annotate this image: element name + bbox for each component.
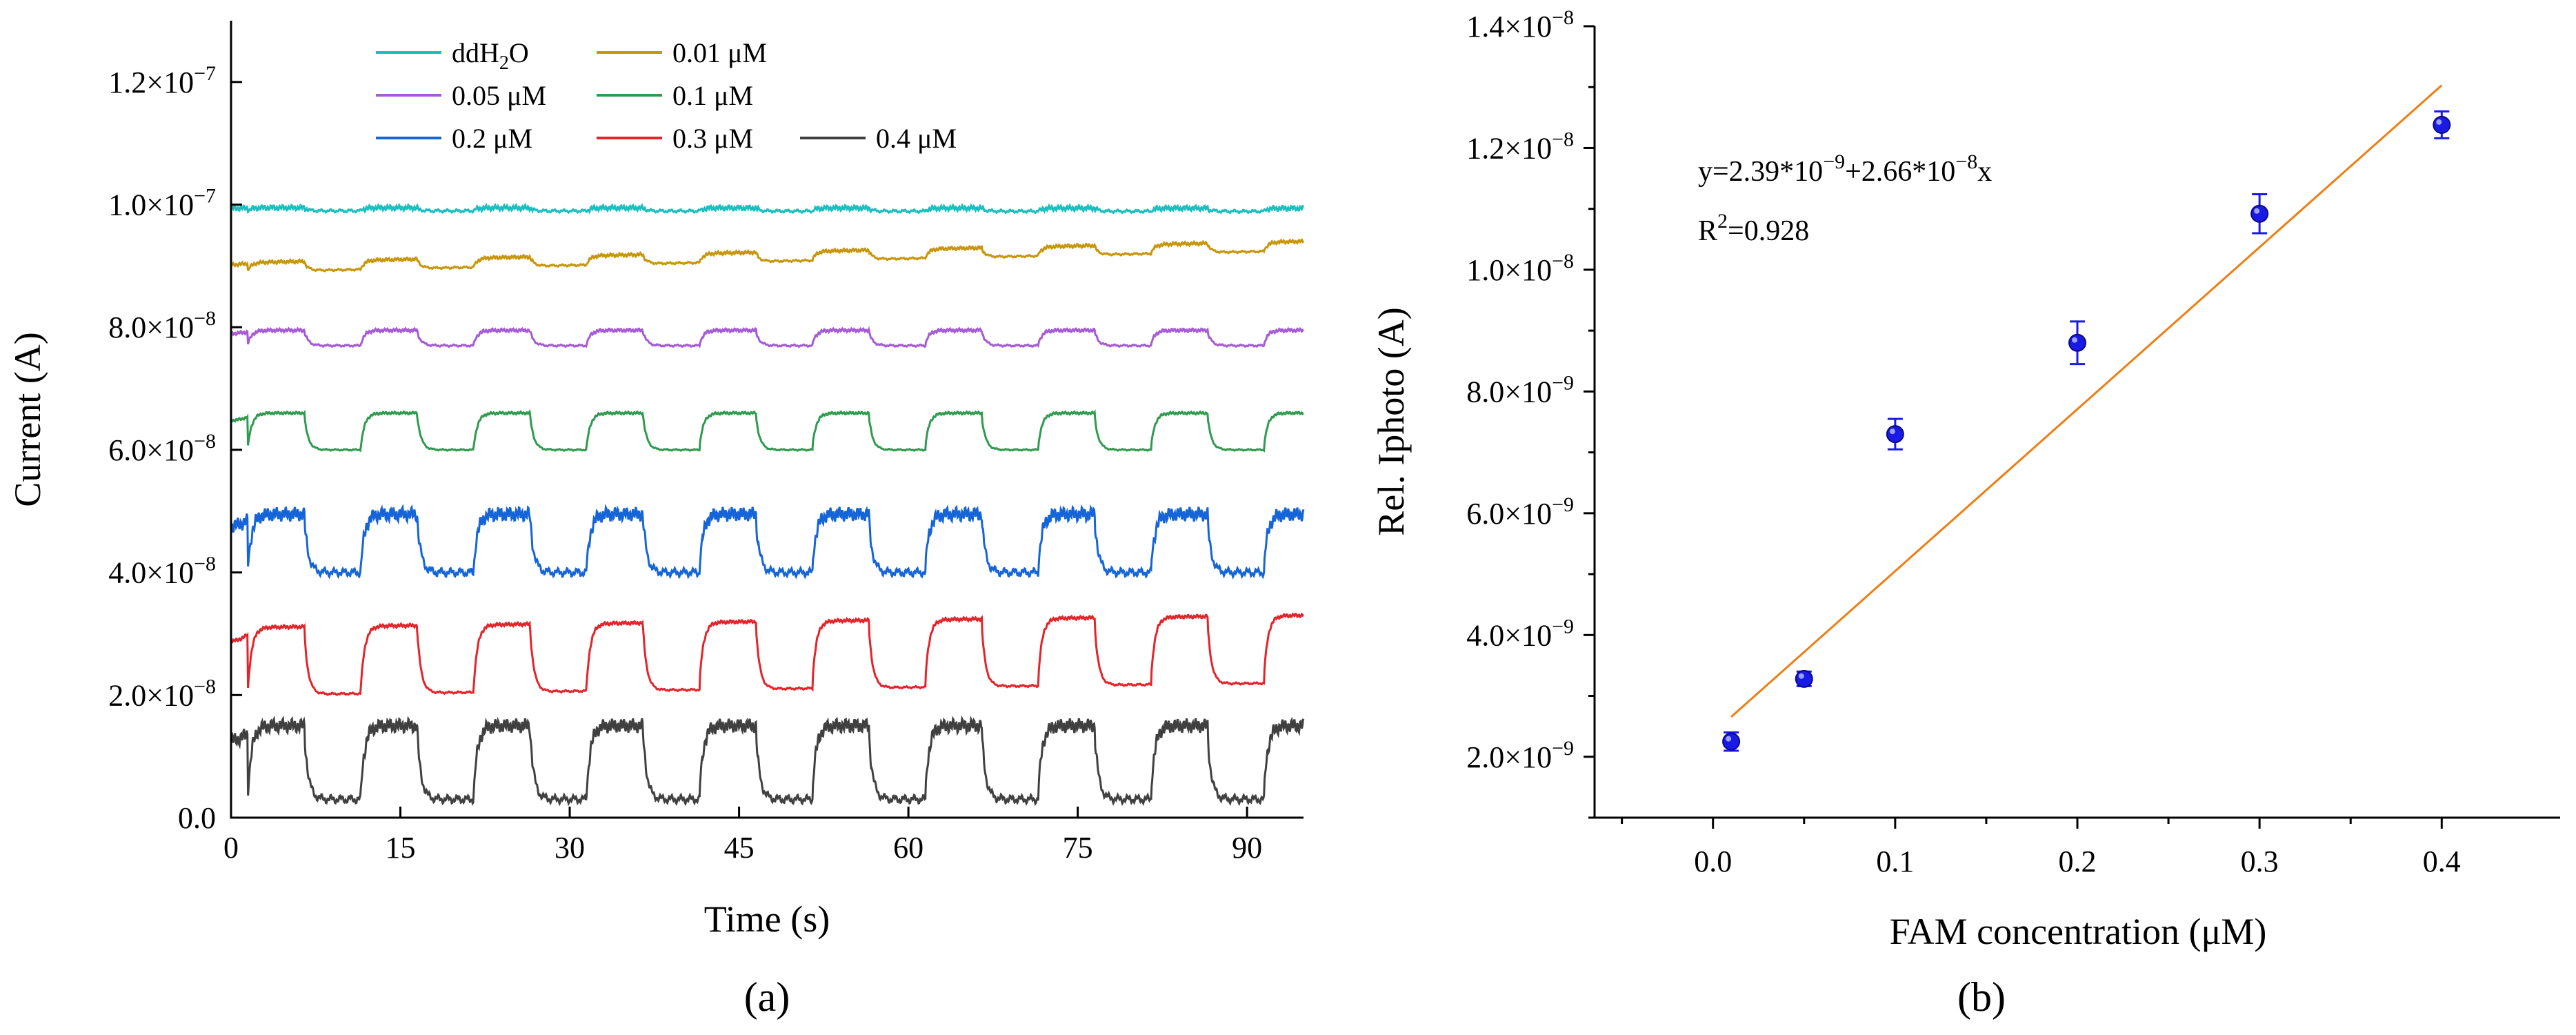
y-tick-label-4: 8.0×10−8 [108, 307, 216, 344]
data-point-highlight-0 [1726, 736, 1732, 742]
panel-b-fit-line-group [1730, 84, 2443, 718]
legend-label-1: 0.01 μM [672, 37, 767, 68]
x-tick-label-75: 75 [1063, 831, 1093, 865]
y-tick-label-6: 1.2×10−7 [108, 62, 216, 99]
panel-a-y-ticks: 0.0 2.0×10−8 4.0×10−8 6.0×10−8 8.0×10−8 1.0×1… [108, 62, 242, 835]
series-line-0.3--M [230, 612, 1304, 696]
legend-label-0: ddH2O [452, 37, 529, 74]
data-point-3 [2068, 333, 2086, 352]
panel-b-y-label: Rel. Iphoto (A) [1370, 307, 1412, 535]
fit-equation: y=2.39*10−9+2.66*10−8x [1698, 150, 1992, 188]
series-line-ddH2O [230, 202, 1304, 215]
series-line-0.01--M [230, 237, 1304, 273]
x-tick-label-90: 90 [1232, 831, 1262, 865]
x-tick-label-45: 45 [724, 831, 755, 865]
fit-r-squared: R2=0.928 [1698, 210, 1809, 247]
panel-a-axes [230, 21, 1304, 819]
x-tick-label-0: 0 [223, 831, 239, 865]
data-point-highlight-3 [2072, 337, 2077, 343]
data-point-0 [1722, 732, 1741, 751]
b-y-tick-label-4: 1.0×10−8 [1466, 250, 1574, 287]
panel-b-x-label: FAM concentration (μM) [1890, 911, 2267, 952]
b-y-tick-label-2: 6.0×10−9 [1466, 493, 1574, 531]
legend-label-4: 0.2 μM [452, 123, 532, 154]
legend-label-5: 0.3 μM [672, 123, 753, 154]
y-tick-label-3: 6.0×10−8 [108, 430, 216, 467]
data-point-highlight-4 [2254, 208, 2260, 214]
panel-a-series-group [230, 202, 1305, 807]
legend-label-3: 0.1 μM [672, 80, 753, 111]
data-point-4 [2250, 204, 2269, 223]
b-x-tick-label-0.3: 0.3 [2241, 845, 2279, 878]
panel-a-y-label: Current (A) [7, 332, 48, 506]
panel-b-y-ticks: 2.0×10−9 4.0×10−9 6.0×10−9 8.0×10−9 1.0×10−8… [1466, 6, 1595, 819]
x-tick-label-60: 60 [893, 831, 923, 865]
panel-b-caption: (b) [1957, 974, 2006, 1020]
panel-a-x-ticks: 0 15 30 45 60 75 90 [223, 807, 1262, 865]
b-y-tick-label-5: 1.2×10−8 [1466, 128, 1574, 165]
legend-label-6: 0.4 μM [876, 123, 957, 154]
panel-a-caption: (a) [744, 974, 790, 1020]
panel-b-x-ticks: 0.0 0.1 0.2 0.3 0.4 [1621, 818, 2461, 878]
series-line-0.05--M [230, 326, 1304, 348]
panel-a-chart: 0 15 30 45 60 75 90 0.0 2.0×10−8 4.0×10−8 6.0×10−… [7, 21, 1305, 1020]
data-point-highlight-2 [1889, 428, 1895, 435]
b-y-tick-label-0: 2.0×10−9 [1466, 737, 1574, 774]
b-x-tick-label-0.2: 0.2 [2059, 845, 2097, 878]
data-point-1 [1795, 669, 1813, 688]
fit-line [1730, 84, 2443, 718]
data-point-highlight-1 [1798, 673, 1804, 679]
panel-b-points-group [1722, 110, 2451, 752]
b-x-tick-label-0.4: 0.4 [2423, 845, 2461, 878]
x-tick-label-15: 15 [386, 831, 416, 865]
y-tick-label-0: 0.0 [178, 801, 216, 835]
b-x-tick-label-0.1: 0.1 [1876, 845, 1914, 878]
legend-label-2: 0.05 μM [452, 80, 546, 111]
series-line-0.4--M [230, 715, 1305, 807]
data-point-2 [1886, 425, 1904, 444]
b-y-tick-label-3: 8.0×10−9 [1466, 371, 1574, 408]
b-x-tick-label-0.0: 0.0 [1694, 845, 1732, 878]
panel-a-x-label: Time (s) [704, 898, 830, 940]
panel-b-axes [1593, 26, 2560, 819]
b-y-tick-label-1: 4.0×10−9 [1466, 615, 1574, 652]
panel-b-chart: 0.0 0.1 0.2 0.3 0.4 2.0×10−9 4.0×10−9 6.0×10−9… [1370, 6, 2560, 1020]
y-tick-label-2: 4.0×10−8 [108, 553, 216, 590]
y-tick-label-1: 2.0×10−8 [108, 675, 216, 712]
data-point-5 [2433, 115, 2451, 134]
panel-a-legend: ddH2O 0.01 μM 0.05 μM 0.1 μM 0.2 μM 0.3 μM 0.4… [376, 37, 957, 154]
data-point-highlight-5 [2436, 119, 2442, 125]
y-tick-label-5: 1.0×10−7 [108, 185, 216, 222]
x-tick-label-30: 30 [555, 831, 585, 865]
series-line-0.1--M [230, 408, 1304, 453]
series-line-0.2--M [230, 503, 1305, 580]
b-y-tick-label-6: 1.4×10−8 [1466, 6, 1574, 43]
